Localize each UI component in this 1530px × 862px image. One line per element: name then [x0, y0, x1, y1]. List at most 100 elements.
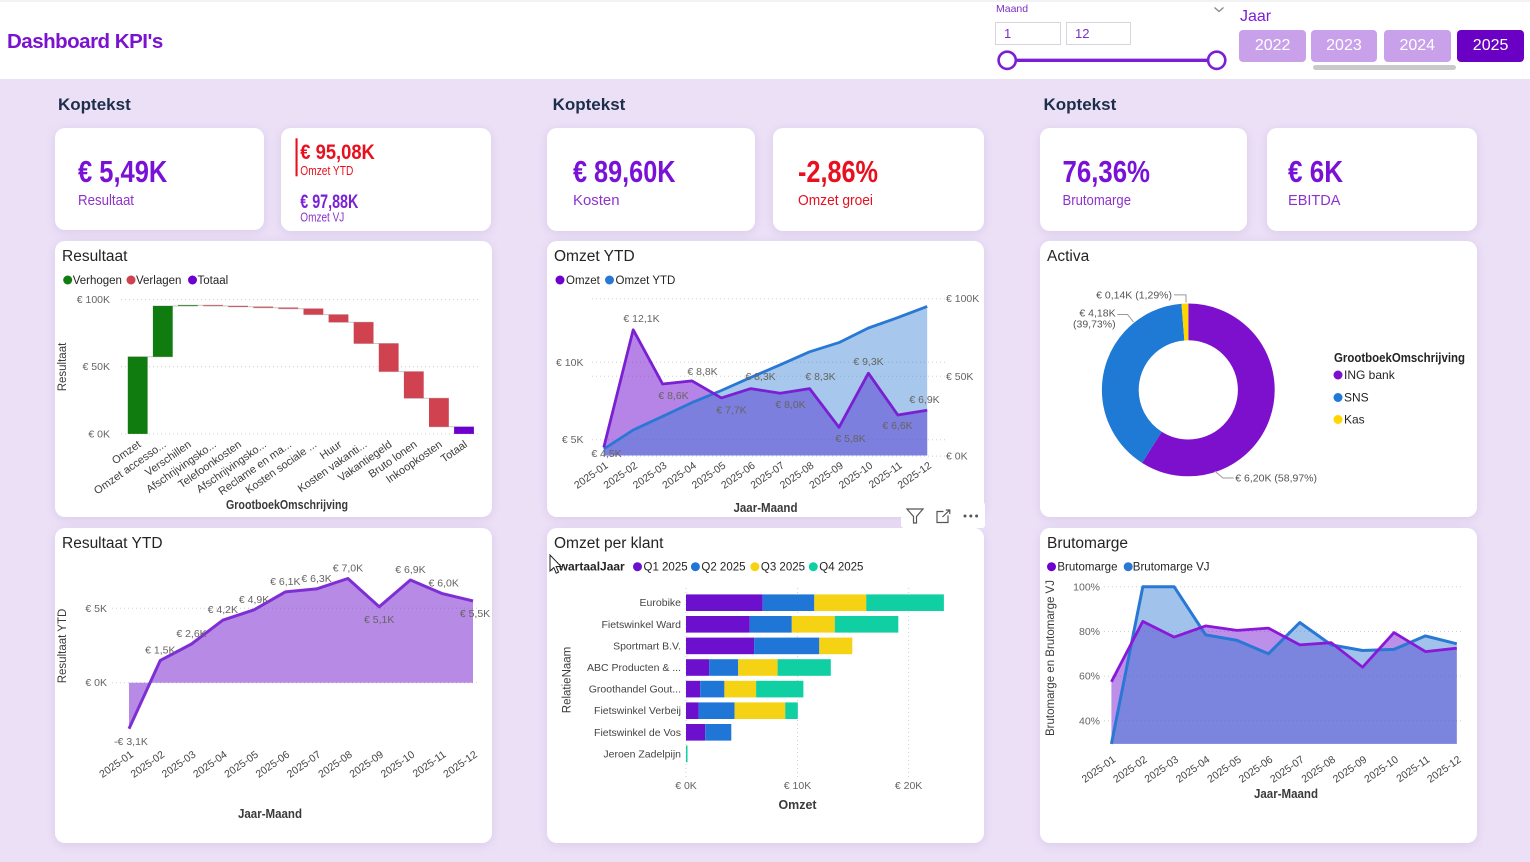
svg-text:€ 8,0K: € 8,0K: [775, 399, 805, 411]
svg-text:GrootboekOmschrijving: GrootboekOmschrijving: [1334, 351, 1465, 365]
svg-text:€ 6,9K: € 6,9K: [909, 394, 939, 406]
svg-text:€ 50K: € 50K: [83, 361, 110, 373]
svg-text:€ 5,49K: € 5,49K: [78, 154, 168, 189]
svg-text:2025-06: 2025-06: [254, 749, 293, 781]
svg-text:Eurobike: Eurobike: [639, 597, 681, 609]
svg-text:€ 97,88K: € 97,88K: [301, 191, 359, 213]
svg-text:€ 6,0K: € 6,0K: [429, 577, 459, 589]
svg-text:Q4 2025: Q4 2025: [819, 562, 863, 574]
svg-text:Kas: Kas: [1344, 413, 1365, 427]
svg-text:Kosten: Kosten: [573, 192, 620, 209]
svg-text:Q2 2025: Q2 2025: [701, 562, 745, 574]
svg-text:Omzet: Omzet: [778, 798, 817, 812]
svg-text:2025-04: 2025-04: [191, 749, 230, 781]
svg-text:€ 4,9K: € 4,9K: [239, 594, 269, 606]
svg-text:Jaar-Maand: Jaar-Maand: [733, 501, 797, 515]
svg-text:€ 8,8K: € 8,8K: [687, 366, 717, 378]
svg-text:ING bank: ING bank: [1344, 368, 1396, 382]
svg-text:GrootboekOmschrijving: GrootboekOmschrijving: [226, 498, 348, 512]
svg-text:€ 0K: € 0K: [85, 677, 107, 689]
svg-text:€ 9,3K: € 9,3K: [853, 356, 883, 368]
svg-text:60%: 60%: [1079, 671, 1100, 683]
svg-text:€ 1,5K: € 1,5K: [145, 644, 175, 656]
svg-text:Brutomarge VJ: Brutomarge VJ: [1133, 562, 1210, 574]
svg-text:KwartaalJaar: KwartaalJaar: [550, 560, 625, 574]
svg-text:€ 5,1K: € 5,1K: [364, 614, 394, 626]
svg-text:-2,86%: -2,86%: [798, 154, 878, 189]
svg-text:2025-04: 2025-04: [1174, 754, 1213, 786]
svg-text:€ 12,1K: € 12,1K: [623, 313, 659, 325]
svg-text:€ 10K: € 10K: [556, 357, 583, 369]
svg-text:Omzet YTD: Omzet YTD: [554, 248, 635, 265]
svg-text:Resultaat YTD: Resultaat YTD: [57, 609, 69, 684]
svg-text:Activa: Activa: [1047, 248, 1090, 265]
svg-text:2025-01: 2025-01: [97, 749, 136, 781]
svg-text:2025-10: 2025-10: [1362, 754, 1401, 786]
svg-text:Verhogen: Verhogen: [73, 275, 122, 287]
svg-text:Q1 2025: Q1 2025: [643, 562, 687, 574]
svg-text:€ 5,8K: € 5,8K: [835, 433, 865, 445]
svg-text:€ 6,9K: € 6,9K: [395, 564, 425, 576]
svg-text:€ 95,08K: € 95,08K: [301, 141, 376, 164]
svg-text:€ 8,3K: € 8,3K: [745, 371, 775, 383]
svg-text:2025-12: 2025-12: [895, 460, 934, 492]
svg-text:€ 0K: € 0K: [946, 451, 968, 463]
svg-text:40%: 40%: [1079, 715, 1100, 727]
svg-text:€ 6K: € 6K: [1288, 154, 1344, 189]
svg-text:RelatieNaam: RelatieNaam: [561, 647, 573, 713]
svg-text:Q3 2025: Q3 2025: [760, 562, 804, 574]
svg-text:€ 6,1K: € 6,1K: [270, 576, 300, 588]
svg-text:Verlagen: Verlagen: [136, 275, 181, 287]
svg-text:2025-03: 2025-03: [1142, 754, 1181, 786]
svg-text:2025-08: 2025-08: [316, 749, 355, 781]
svg-text:€ 100K: € 100K: [77, 294, 110, 306]
svg-text:2025-11: 2025-11: [411, 749, 449, 781]
svg-text:€ 10K: € 10K: [783, 780, 810, 792]
svg-text:2025-09: 2025-09: [1331, 754, 1370, 786]
svg-text:€ 4,5K: € 4,5K: [591, 448, 621, 460]
svg-text:€ 50K: € 50K: [946, 371, 973, 383]
svg-text:2025-05: 2025-05: [1205, 754, 1244, 786]
svg-text:(39,73%): (39,73%): [1073, 318, 1116, 330]
svg-text:2025-10: 2025-10: [379, 749, 418, 781]
svg-text:Omzet VJ: Omzet VJ: [301, 211, 345, 225]
svg-text:Resultaat: Resultaat: [57, 342, 69, 391]
svg-text:2025-02: 2025-02: [1111, 754, 1150, 786]
svg-text:Brutomarge: Brutomarge: [1057, 562, 1117, 574]
svg-text:Brutomarge: Brutomarge: [1047, 535, 1128, 552]
svg-text:€ 100K: € 100K: [946, 293, 979, 305]
svg-text:Omzet per klant: Omzet per klant: [554, 535, 664, 552]
svg-text:2025-11: 2025-11: [1394, 754, 1432, 786]
svg-text:Resultaat: Resultaat: [62, 248, 128, 265]
svg-text:€ 2,6K: € 2,6K: [176, 628, 206, 640]
svg-text:Resultaat: Resultaat: [78, 192, 135, 209]
svg-text:-€ 3,1K: -€ 3,1K: [114, 736, 148, 748]
svg-text:Brutomarge en Brutomarge VJ: Brutomarge en Brutomarge VJ: [1045, 580, 1057, 736]
svg-text:2025-07: 2025-07: [285, 749, 324, 781]
svg-text:Totaal: Totaal: [439, 439, 470, 466]
svg-text:Fietswinkel Verbeij: Fietswinkel Verbeij: [594, 705, 681, 717]
svg-text:2025-01: 2025-01: [1080, 754, 1119, 786]
svg-text:Omzet: Omzet: [566, 275, 601, 287]
svg-text:80%: 80%: [1079, 626, 1100, 638]
svg-text:€ 6,3K: € 6,3K: [301, 573, 331, 585]
svg-text:€ 8,6K: € 8,6K: [658, 390, 688, 402]
svg-text:Fietswinkel de Vos: Fietswinkel de Vos: [594, 727, 681, 739]
svg-text:€ 6,20K (58,97%): € 6,20K (58,97%): [1235, 473, 1317, 485]
svg-text:€ 0,14K (1,29%): € 0,14K (1,29%): [1096, 290, 1172, 302]
svg-text:Totaal: Totaal: [198, 275, 229, 287]
svg-text:Jaar-Maand: Jaar-Maand: [1254, 787, 1318, 801]
svg-text:Resultaat YTD: Resultaat YTD: [62, 535, 163, 552]
svg-text:2025-07: 2025-07: [1268, 754, 1307, 786]
svg-text:€ 0K: € 0K: [675, 780, 697, 792]
svg-text:€ 20K: € 20K: [894, 780, 921, 792]
svg-text:2025-03: 2025-03: [160, 749, 199, 781]
svg-text:€ 5K: € 5K: [561, 434, 583, 446]
svg-text:Jaar-Maand: Jaar-Maand: [238, 807, 302, 821]
svg-text:€ 5,5K: € 5,5K: [460, 608, 490, 620]
svg-text:2025-12: 2025-12: [441, 749, 480, 781]
svg-text:Brutomarge: Brutomarge: [1063, 192, 1132, 209]
svg-text:€ 5K: € 5K: [85, 603, 107, 615]
svg-text:€ 7,0K: € 7,0K: [333, 563, 363, 575]
svg-text:ABC Producten & ...: ABC Producten & ...: [587, 662, 681, 674]
